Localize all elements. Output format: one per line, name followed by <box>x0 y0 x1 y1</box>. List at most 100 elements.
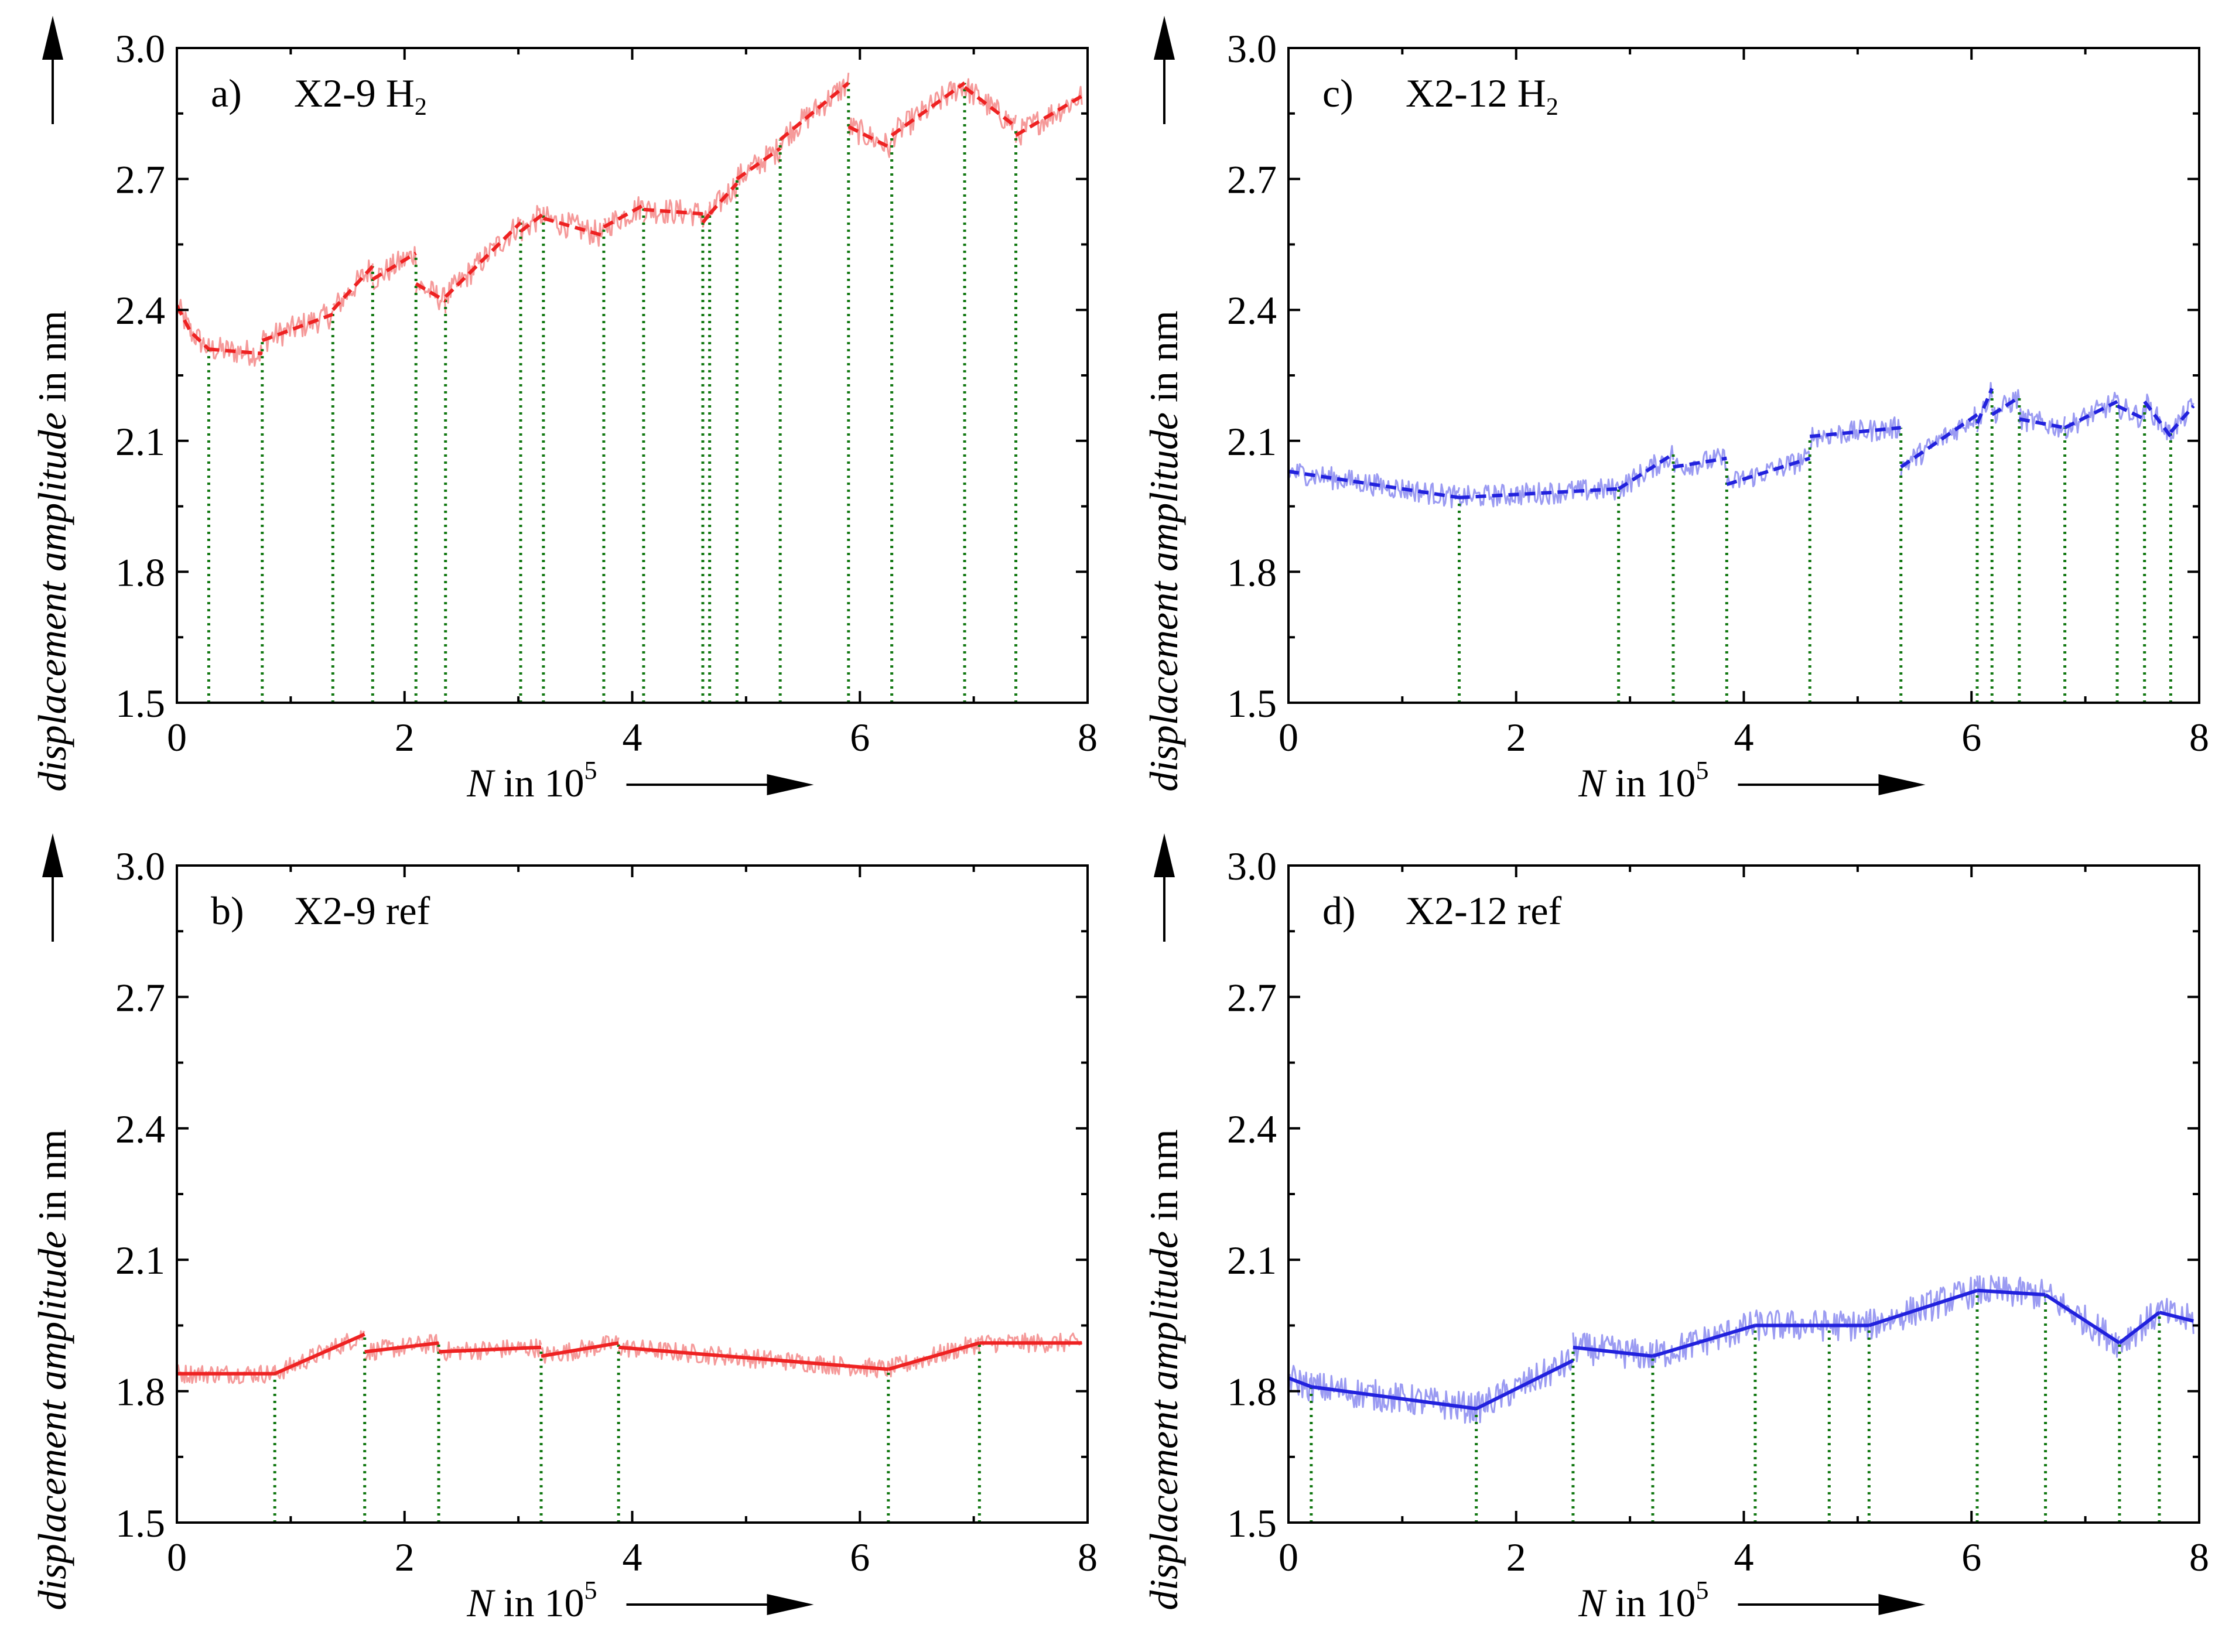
raw-signal-d-9 <box>2045 1284 2121 1358</box>
x-axis-title-b: N in 105 <box>466 1576 597 1625</box>
fit-segment-c-1 <box>1459 487 1619 500</box>
fit-segment-a-12 <box>708 182 739 216</box>
fit-segment-b-4 <box>541 1341 619 1358</box>
raw-signal-a-2 <box>261 303 334 353</box>
y-tick-label-b-1: 1.8 <box>115 1370 165 1414</box>
fit-segment-c-2 <box>1618 452 1674 491</box>
x-axis-arrowhead-d <box>1878 1594 1926 1615</box>
plot-area-c <box>1288 382 2195 703</box>
fit-segment-a-2 <box>261 312 334 343</box>
x-tick-label-c-2: 4 <box>1734 715 1754 760</box>
fit-segment-a-8 <box>543 216 604 238</box>
plot-area-d <box>1288 1275 2194 1523</box>
axes-frame-d <box>1287 864 2200 1524</box>
fit-segment-c-7 <box>1975 388 1994 425</box>
axes-frame-b <box>176 864 1089 1524</box>
fit-segment-a-16 <box>890 81 966 137</box>
fit-segment-a-4 <box>371 251 417 281</box>
raw-signal-c-5 <box>1809 416 1902 449</box>
x-tick-label-b-2: 4 <box>623 1535 642 1579</box>
fit-segment-d-10 <box>2118 1311 2161 1345</box>
raw-signal-b-7 <box>979 1332 1083 1353</box>
x-tick-label-d-1: 2 <box>1506 1535 1526 1579</box>
raw-signal-b-6 <box>887 1336 980 1378</box>
fit-segment-a-5 <box>415 282 447 303</box>
raw-signal-d-7 <box>1868 1277 1978 1340</box>
fit-segment-b-1 <box>274 1332 365 1376</box>
x-tick-label-c-3: 6 <box>1961 715 1981 760</box>
fit-segment-c-9 <box>2019 417 2066 430</box>
y-tick-label-c-1: 1.8 <box>1227 550 1277 594</box>
y-axis-arrowhead-d <box>1154 833 1175 877</box>
raw-signal-b-2 <box>364 1333 440 1361</box>
y-axis-arrowhead-c <box>1154 16 1175 60</box>
raw-signal-c-10 <box>2064 392 2118 439</box>
fit-segment-a-7 <box>519 212 545 233</box>
fit-segment-c-0 <box>1288 470 1460 500</box>
raw-signal-a-1 <box>207 337 264 367</box>
x-tick-label-d-4: 8 <box>2189 1535 2209 1579</box>
raw-signal-b-0 <box>177 1364 276 1384</box>
panel-label-a: a) X2-9 H2 <box>211 71 427 121</box>
fit-segment-c-13 <box>2169 405 2195 433</box>
panel-label-b: b) X2-9 ref <box>211 888 430 933</box>
x-tick-label-d-3: 6 <box>1961 1535 1981 1579</box>
raw-signal-c-9 <box>2018 408 2066 438</box>
panel-b: 0 2 4 6 8 1.5 1.8 2.1 2.4 2.7 3.0 b) X2-9 ref N in 10… <box>30 833 1098 1625</box>
fit-segment-a-14 <box>779 81 850 141</box>
y-tick-label-c-3: 2.4 <box>1227 288 1277 333</box>
fit-segment-a-18 <box>1014 94 1083 137</box>
y-tick-label-d-0: 1.5 <box>1227 1501 1277 1545</box>
y-axis-title-c: displacement amplitude in nm <box>1141 310 1186 792</box>
y-axis-arrowhead-a <box>42 16 63 60</box>
fit-segment-b-2 <box>364 1341 439 1354</box>
fit-segment-c-8 <box>1991 395 2021 416</box>
y-tick-label-a-5: 3.0 <box>115 26 165 71</box>
panel-c: 0 2 4 6 8 1.5 1.8 2.1 2.4 2.7 3.0 c) X2-12 H2 N in 10… <box>1141 16 2209 805</box>
fit-segment-d-3 <box>1573 1345 1653 1358</box>
fit-segment-d-4 <box>1652 1323 1756 1358</box>
x-tick-label-a-0: 0 <box>167 715 187 760</box>
raw-signal-c-6 <box>1900 406 1978 478</box>
raw-signal-d-5 <box>1754 1309 1830 1342</box>
panel-label-d: d) X2-12 ref <box>1322 888 1562 933</box>
y-tick-label-a-3: 2.4 <box>115 288 165 333</box>
axes-frame-a <box>176 47 1089 704</box>
raw-signal-a-9 <box>603 196 645 237</box>
raw-signal-a-10 <box>642 199 704 227</box>
y-tick-label-b-5: 3.0 <box>115 844 165 888</box>
fit-segment-c-4 <box>1726 456 1811 487</box>
x-axis-title-d: N in 105 <box>1578 1576 1708 1625</box>
y-tick-label-d-4: 2.7 <box>1227 975 1277 1020</box>
raw-signal-a-14 <box>779 73 850 150</box>
plot-area-a <box>177 73 1083 703</box>
x-axis-arrowhead-a <box>767 774 814 795</box>
y-tick-label-c-2: 2.1 <box>1227 419 1277 464</box>
fit-segment-a-15 <box>847 125 893 151</box>
fit-segment-d-1 <box>1311 1385 1477 1411</box>
raw-signal-d-3 <box>1572 1332 1654 1369</box>
y-axis-arrowhead-b <box>42 833 63 877</box>
fit-segment-a-13 <box>736 146 781 181</box>
fit-segment-b-3 <box>438 1345 542 1354</box>
raw-signal-a-0 <box>177 299 210 354</box>
x-tick-label-b-0: 0 <box>167 1535 187 1579</box>
raw-signal-b-4 <box>540 1335 620 1364</box>
x-axis-arrowhead-b <box>767 1594 814 1615</box>
y-tick-label-c-0: 1.5 <box>1227 681 1277 726</box>
fit-segment-a-0 <box>177 305 210 351</box>
raw-signal-a-3 <box>332 259 374 312</box>
raw-signal-c-3 <box>1672 448 1728 476</box>
y-tick-label-d-1: 1.8 <box>1227 1370 1277 1414</box>
x-tick-label-b-4: 8 <box>1078 1535 1098 1579</box>
y-tick-label-d-2: 2.1 <box>1227 1238 1277 1282</box>
y-axis-title-d: displacement amplitude in nm <box>1141 1129 1186 1610</box>
raw-signal-a-4 <box>371 246 417 290</box>
fit-segment-d-8 <box>1977 1288 2046 1297</box>
x-tick-label-a-2: 4 <box>623 715 642 760</box>
y-tick-label-a-4: 2.7 <box>115 158 165 202</box>
x-tick-label-c-4: 8 <box>2189 715 2209 760</box>
y-tick-label-d-5: 3.0 <box>1227 844 1277 888</box>
raw-signal-a-17 <box>963 78 1017 131</box>
raw-signal-a-12 <box>709 176 738 215</box>
